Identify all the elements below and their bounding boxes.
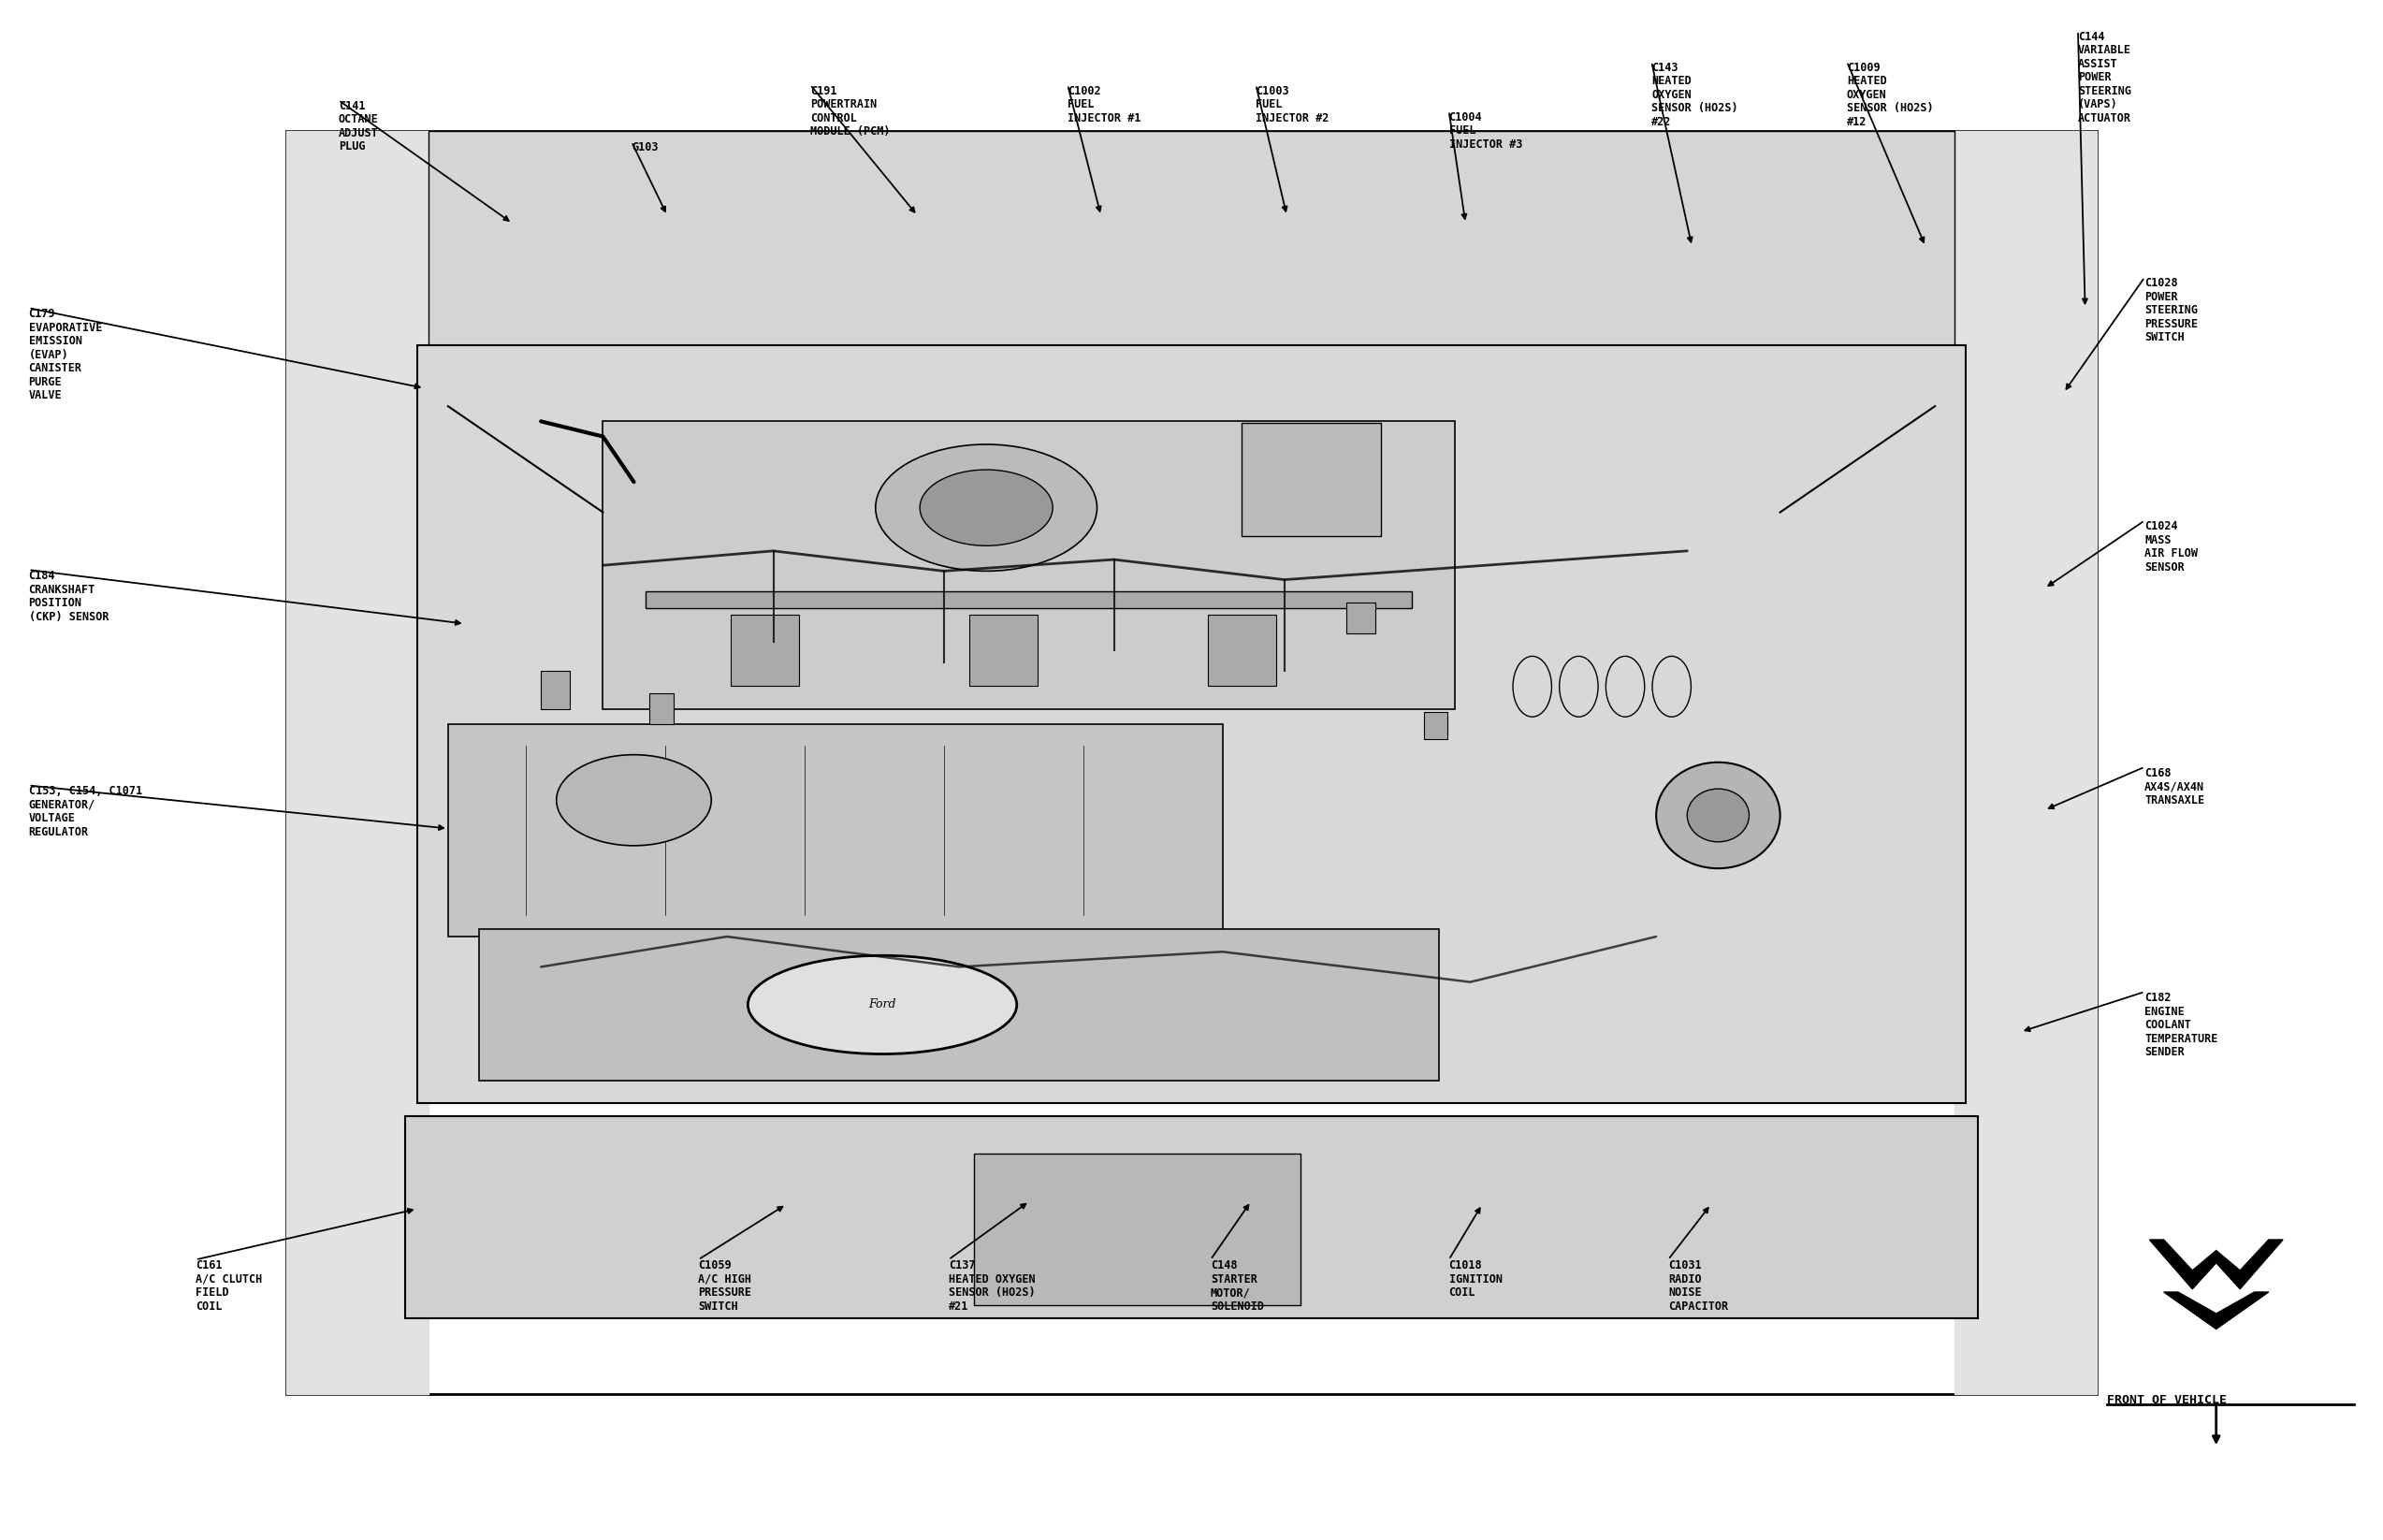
- Text: C1004
FUEL
INJECTOR #3: C1004 FUEL INJECTOR #3: [1449, 111, 1523, 151]
- Bar: [648, 693, 672, 724]
- Text: C153, C154, C1071
GENERATOR/
VOLTAGE
REGULATOR: C153, C154, C1071 GENERATOR/ VOLTAGE REG…: [29, 785, 143, 838]
- Bar: [1242, 424, 1382, 536]
- Ellipse shape: [555, 755, 710, 845]
- Text: C1059
A/C HIGH
PRESSURE
SWITCH: C1059 A/C HIGH PRESSURE SWITCH: [698, 1260, 751, 1312]
- Bar: [286, 131, 2097, 1394]
- Bar: [405, 1116, 1978, 1318]
- Bar: [448, 724, 1222, 936]
- Bar: [970, 614, 1037, 687]
- Bar: [1208, 614, 1275, 687]
- Text: C148
STARTER
MOTOR/
SOLENOID: C148 STARTER MOTOR/ SOLENOID: [1211, 1260, 1263, 1312]
- Text: C182
ENGINE
COOLANT
TEMPERATURE
SENDER: C182 ENGINE COOLANT TEMPERATURE SENDER: [2145, 992, 2219, 1058]
- Text: C141
OCTANE
ADJUST
PLUG: C141 OCTANE ADJUST PLUG: [338, 100, 379, 152]
- Bar: [541, 671, 570, 710]
- Text: C168
AX4S/AX4N
TRANSAXLE: C168 AX4S/AX4N TRANSAXLE: [2145, 767, 2204, 807]
- Polygon shape: [2164, 1292, 2269, 1329]
- Text: Ford: Ford: [867, 998, 896, 1010]
- Bar: [646, 591, 1413, 608]
- Ellipse shape: [920, 470, 1053, 545]
- Text: C1009
HEATED
OXYGEN
SENSOR (HO2S)
#12: C1009 HEATED OXYGEN SENSOR (HO2S) #12: [1847, 62, 1933, 128]
- Bar: [732, 614, 798, 687]
- Bar: [1423, 711, 1446, 739]
- Bar: [603, 422, 1454, 710]
- Ellipse shape: [875, 445, 1096, 571]
- Ellipse shape: [1687, 788, 1749, 842]
- Bar: [975, 1153, 1301, 1306]
- Text: C143
HEATED
OXYGEN
SENSOR (HO2S)
#22: C143 HEATED OXYGEN SENSOR (HO2S) #22: [1651, 62, 1737, 128]
- Text: G103: G103: [631, 142, 658, 154]
- Text: C1024
MASS
AIR FLOW
SENSOR: C1024 MASS AIR FLOW SENSOR: [2145, 521, 2197, 573]
- Text: C144
VARIABLE
ASSIST
POWER
STEERING
(VAPS)
ACTUATOR: C144 VARIABLE ASSIST POWER STEERING (VAP…: [2078, 31, 2130, 125]
- Text: FRONT OF VEHICLE: FRONT OF VEHICLE: [2107, 1394, 2226, 1406]
- Text: C1002
FUEL
INJECTOR #1: C1002 FUEL INJECTOR #1: [1068, 85, 1141, 125]
- Bar: [479, 929, 1439, 1081]
- Bar: [429, 131, 1954, 359]
- Bar: [417, 345, 1966, 1103]
- Text: C184
CRANKSHAFT
POSITION
(CKP) SENSOR: C184 CRANKSHAFT POSITION (CKP) SENSOR: [29, 570, 110, 622]
- Text: C137
HEATED OXYGEN
SENSOR (HO2S)
#21: C137 HEATED OXYGEN SENSOR (HO2S) #21: [948, 1260, 1034, 1312]
- Polygon shape: [2149, 1240, 2283, 1289]
- Bar: [1346, 602, 1375, 633]
- Text: C1031
RADIO
NOISE
CAPACITOR: C1031 RADIO NOISE CAPACITOR: [1668, 1260, 1728, 1312]
- Text: C1003
FUEL
INJECTOR #2: C1003 FUEL INJECTOR #2: [1256, 85, 1330, 125]
- Text: C161
A/C CLUTCH
FIELD
COIL: C161 A/C CLUTCH FIELD COIL: [195, 1260, 262, 1312]
- Ellipse shape: [748, 955, 1018, 1053]
- Text: C179
EVAPORATIVE
EMISSION
(EVAP)
CANISTER
PURGE
VALVE: C179 EVAPORATIVE EMISSION (EVAP) CANISTE…: [29, 308, 102, 402]
- Text: C191
POWERTRAIN
CONTROL
MODULE (PCM): C191 POWERTRAIN CONTROL MODULE (PCM): [810, 85, 891, 137]
- Ellipse shape: [1656, 762, 1780, 869]
- Text: C1028
POWER
STEERING
PRESSURE
SWITCH: C1028 POWER STEERING PRESSURE SWITCH: [2145, 277, 2197, 343]
- Text: C1018
IGNITION
COIL: C1018 IGNITION COIL: [1449, 1260, 1501, 1300]
